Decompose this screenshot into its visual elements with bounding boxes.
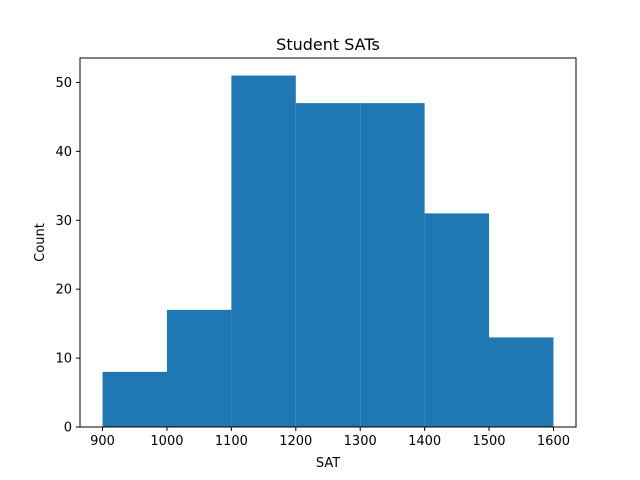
x-tick-label: 1000 <box>150 434 183 449</box>
histogram-bar-1400-1500 <box>424 213 490 427</box>
x-tick-label: 1300 <box>344 434 377 449</box>
x-tick-label: 900 <box>90 434 115 449</box>
x-tick-label: 1100 <box>215 434 248 449</box>
y-axis-label: Count <box>33 223 48 262</box>
x-axis-label: SAT <box>316 456 340 471</box>
y-axis-ticks: 0 10 20 30 40 50 <box>55 76 80 436</box>
y-tick-label: 20 <box>55 283 72 298</box>
histogram-bar-1000-1100 <box>166 309 232 427</box>
y-tick-label: 30 <box>55 214 72 229</box>
histogram-bar-1500-1600 <box>489 337 554 427</box>
y-tick-label: 50 <box>55 76 72 91</box>
x-tick-label: 1500 <box>472 434 505 449</box>
y-tick-label: 40 <box>55 145 72 160</box>
y-tick-label: 10 <box>55 352 72 367</box>
histogram-bar-1300-1400 <box>360 103 425 427</box>
chart-title: Student SATs <box>276 35 380 54</box>
y-tick-label: 0 <box>64 421 72 436</box>
histogram-bar-1100-1200 <box>231 75 296 428</box>
histogram-bar-900-1000 <box>102 371 167 427</box>
x-tick-label: 1400 <box>408 434 441 449</box>
x-tick-label: 1600 <box>537 434 570 449</box>
bars-group <box>102 75 554 428</box>
axes-frame <box>79 57 577 428</box>
x-tick-label: 1200 <box>279 434 312 449</box>
histogram-bar-1200-1300 <box>295 103 361 427</box>
x-axis-ticks: 900 1000 1100 1200 1300 1400 1500 1600 <box>90 427 570 449</box>
